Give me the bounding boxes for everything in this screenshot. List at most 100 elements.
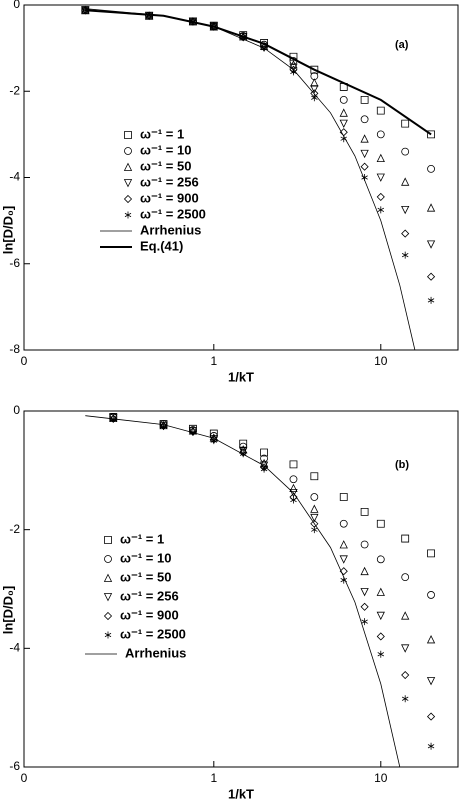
data-point — [360, 566, 369, 576]
data-point — [360, 95, 369, 104]
data-point — [360, 149, 369, 159]
legend-label: Eq.(41) — [140, 238, 183, 253]
legend-marker — [123, 162, 133, 171]
panel-label: (a) — [395, 39, 409, 51]
data-point — [401, 229, 410, 238]
data-point — [260, 454, 268, 463]
data-point — [339, 540, 348, 549]
legend-label: ω⁻¹ = 10 — [140, 142, 191, 157]
data-point — [401, 119, 410, 128]
data-point — [310, 65, 319, 74]
x-tick-label: 0 — [21, 771, 28, 785]
data-point — [376, 106, 385, 115]
data-point — [339, 108, 348, 117]
legend-marker — [124, 131, 132, 139]
legend-marker — [123, 194, 133, 204]
data-point — [401, 177, 410, 186]
data-point — [426, 712, 436, 721]
data-point — [339, 119, 348, 128]
data-point — [427, 296, 435, 304]
data-point — [339, 493, 348, 501]
y-tick-label: 0 — [13, 0, 20, 11]
data-point — [290, 496, 297, 504]
data-point — [360, 588, 369, 597]
y-tick-label: -6 — [9, 759, 20, 773]
data-point — [310, 504, 319, 513]
data-point — [260, 448, 268, 457]
legend-marker — [124, 147, 132, 155]
legend-marker — [103, 611, 113, 621]
legend-label: ω⁻¹ = 1 — [140, 126, 184, 141]
data-point — [401, 147, 410, 156]
data-point — [339, 95, 348, 104]
data-point — [376, 519, 385, 528]
line-series — [85, 8, 416, 351]
x-axis-label: 1/kT — [228, 369, 254, 384]
data-point — [401, 670, 410, 680]
data-point — [360, 162, 369, 171]
y-axis-label: ln[D/D₀] — [0, 206, 15, 254]
legend-label: ω⁻¹ = 50 — [140, 158, 191, 173]
data-point — [360, 540, 369, 549]
plot-frame — [23, 4, 459, 351]
data-point — [310, 72, 319, 81]
data-point — [401, 611, 410, 620]
legend-marker — [103, 593, 113, 602]
data-point — [310, 493, 319, 501]
data-point — [360, 602, 369, 611]
x-tick-label: 1 — [210, 771, 217, 785]
y-tick-label: -6 — [9, 256, 20, 270]
y-tick-label: -8 — [9, 342, 20, 356]
legend-label: ω⁻¹ = 256 — [140, 174, 199, 189]
data-point — [376, 153, 385, 162]
y-tick-label: 0 — [13, 403, 20, 417]
data-point — [310, 472, 319, 481]
legend-label: ω⁻¹ = 10 — [120, 550, 171, 565]
data-point — [376, 130, 385, 139]
data-point — [426, 272, 436, 281]
line-series — [85, 9, 432, 136]
legend-label: ω⁻¹ = 256 — [120, 588, 179, 603]
y-tick-label: -2 — [9, 522, 20, 536]
plot-frame — [23, 410, 459, 768]
legend-label: Arrhenius — [140, 222, 201, 237]
data-point — [376, 555, 385, 564]
data-point — [289, 483, 298, 493]
data-point — [401, 573, 410, 582]
data-point — [360, 115, 369, 124]
data-point — [339, 555, 348, 564]
data-point — [376, 611, 385, 621]
data-point — [426, 240, 436, 249]
data-point — [426, 635, 436, 644]
y-axis-label: ln[D/D₀] — [0, 586, 15, 634]
data-point — [401, 251, 409, 259]
data-point — [289, 460, 298, 469]
data-point — [310, 513, 319, 523]
legend-marker — [104, 555, 112, 563]
data-point — [311, 526, 318, 534]
data-point — [427, 130, 435, 139]
legend-marker — [104, 631, 112, 639]
x-tick-label: 1 — [210, 354, 217, 368]
legend-label: ω⁻¹ = 2500 — [140, 206, 206, 221]
data-point — [376, 173, 385, 182]
data-point — [310, 78, 319, 87]
legend-label: ω⁻¹ = 2500 — [120, 626, 186, 641]
data-point — [376, 632, 385, 641]
legend-label: ω⁻¹ = 900 — [120, 607, 179, 622]
data-point — [401, 695, 409, 703]
data-point — [310, 85, 319, 94]
data-point — [361, 618, 368, 626]
x-axis-label: 1/kT — [228, 786, 254, 801]
x-tick-label: 10 — [374, 771, 388, 785]
data-point — [360, 134, 369, 143]
legend-marker — [103, 573, 113, 582]
data-point — [426, 203, 436, 212]
legend-marker — [123, 179, 133, 188]
data-point — [427, 742, 435, 750]
data-point — [427, 549, 435, 558]
data-point — [239, 450, 247, 458]
legend-label: Arrhenius — [125, 645, 186, 660]
data-point — [426, 677, 436, 686]
